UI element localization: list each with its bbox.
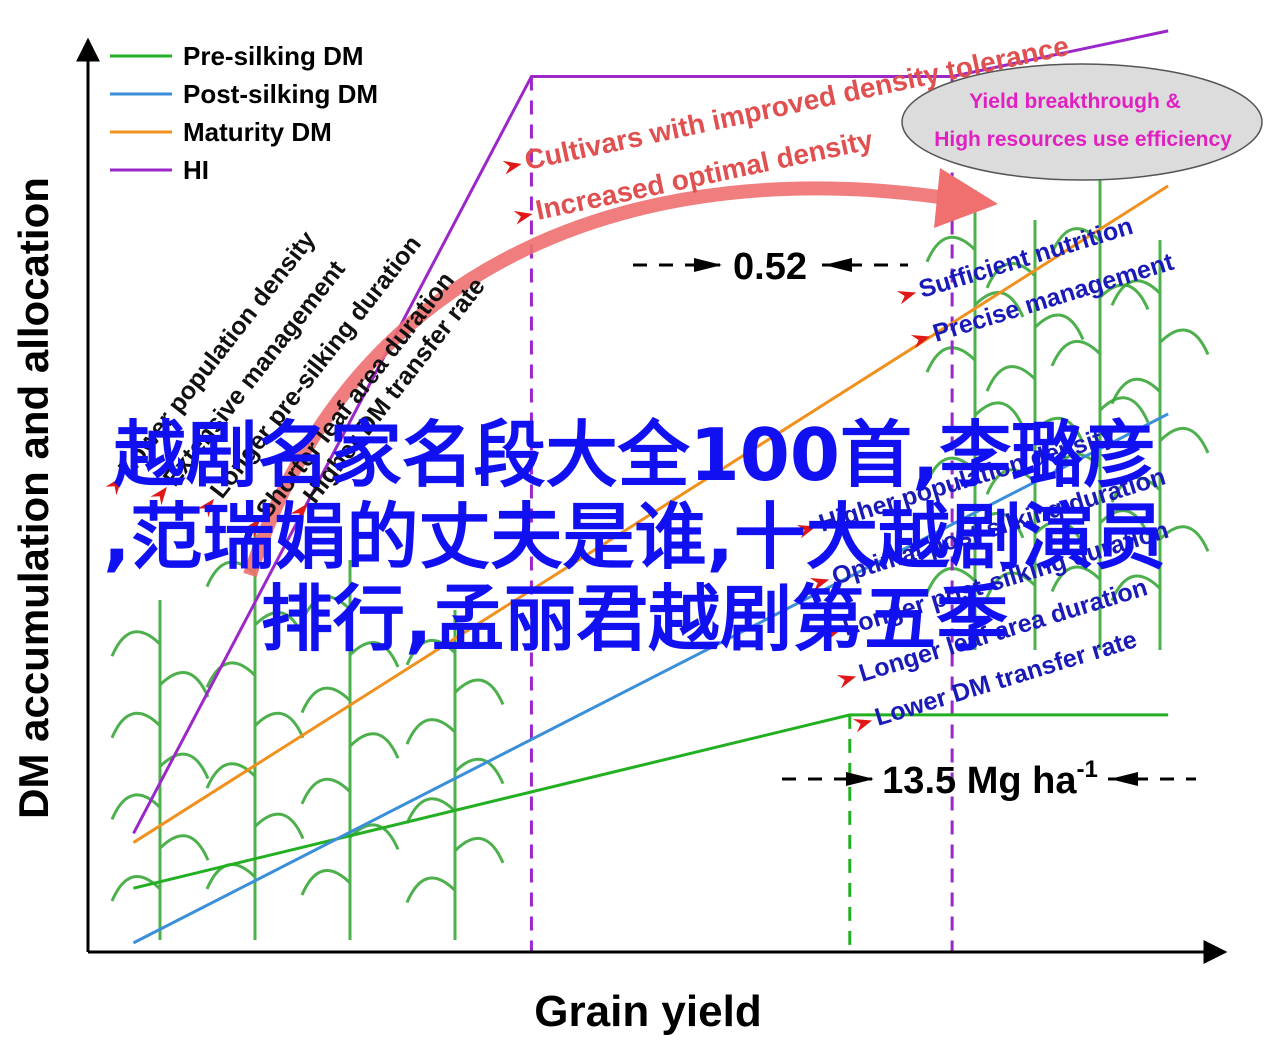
legend-label-1: Post-silking DM	[183, 79, 378, 109]
value-labels: 0.52 13.5 Mg ha-1	[633, 246, 1196, 802]
improvement-arrow	[243, 168, 998, 578]
ellipse-text-line1: Yield breakthrough &	[969, 90, 1181, 113]
overlay-title-line2: ,范瑞娟的丈夫是谁,十大越剧演员	[103, 495, 1166, 579]
curved-arrow-head	[934, 168, 998, 228]
reference-lines	[529, 76, 954, 952]
overlay-title-line1: 越剧名家名段大全100首,李璐彦	[113, 413, 1156, 497]
yield-value-label: 13.5 Mg ha-1	[882, 756, 1098, 802]
series-lines	[132, 29, 1169, 945]
hi-plateau-marker: 0.52	[633, 246, 908, 288]
legend-label-2: Maturity DM	[183, 117, 332, 147]
series-line-1	[132, 412, 1169, 945]
hi-plateau-label: 0.52	[733, 246, 807, 288]
curved-arrow-body	[243, 181, 962, 578]
maize-plant-6	[1050, 180, 1150, 650]
x-axis-label: Grain yield	[534, 987, 761, 1036]
y-axis-label: DM accumulation and allocation	[10, 177, 57, 819]
legend: Pre-silking DM Post-silking DM Maturity DM…	[110, 41, 378, 185]
overlay-title-line3: 排行,孟丽君越剧第五季	[260, 577, 1009, 661]
maize-plant-2	[300, 560, 400, 940]
series-line-2	[132, 184, 1169, 844]
ellipse-text-line2: High resources use efficiency	[934, 128, 1232, 151]
maize-plant-7	[1110, 240, 1210, 650]
maize-plants-illustration	[110, 180, 1210, 940]
series-line-3	[132, 29, 1169, 835]
series-line-0	[133, 713, 1169, 890]
yield-marker: 13.5 Mg ha-1	[782, 756, 1196, 802]
axes: Grain yield DM accumulation and allocati…	[10, 37, 1228, 1036]
yield-breakthrough-ellipse: Yield breakthrough & High resources use …	[901, 63, 1263, 181]
maize-plant-5	[985, 220, 1085, 650]
maize-plant-4	[925, 190, 1025, 650]
maize-plant-1	[205, 520, 305, 940]
legend-label-3: HI	[183, 155, 209, 185]
legend-label-0: Pre-silking DM	[183, 41, 364, 71]
maize-plant-3	[405, 610, 505, 940]
